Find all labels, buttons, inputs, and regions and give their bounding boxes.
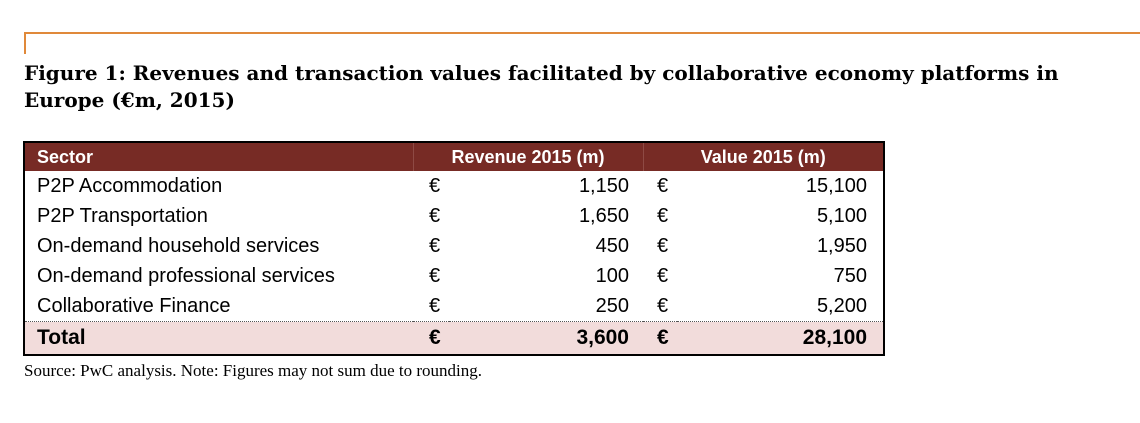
- cell-value-currency: €: [657, 205, 669, 227]
- data-table: Sector Revenue 2015 (m) Value 2015 (m) P…: [23, 141, 885, 356]
- cell-value-currency: €: [657, 235, 669, 257]
- cell-value: 15,100: [805, 175, 867, 197]
- cell-value-currency: €: [657, 175, 669, 197]
- figure-title: Figure 1: Revenues and transaction value…: [24, 61, 1059, 112]
- cell-value-currency: €: [657, 295, 669, 317]
- cell-total-value: 28,100: [802, 326, 867, 349]
- cell-total-value-currency: €: [657, 326, 669, 349]
- table-row: Collaborative Finance € 250 € 5,200: [25, 291, 883, 322]
- cell-value: 1,950: [816, 235, 867, 257]
- cell-sector: Collaborative Finance: [37, 295, 231, 317]
- table-row: On-demand professional services € 100 € …: [25, 261, 883, 291]
- cell-revenue-currency: €: [429, 175, 441, 197]
- header-value: Value 2015 (m): [700, 146, 826, 167]
- cell-sector: P2P Transportation: [37, 205, 208, 227]
- header-revenue: Revenue 2015 (m): [413, 143, 644, 171]
- cell-revenue: 250: [595, 295, 629, 317]
- cell-value: 750: [833, 265, 867, 287]
- cell-revenue: 1,650: [578, 205, 629, 227]
- cell-total-revenue-currency: €: [429, 326, 441, 349]
- table-total-row: Total € 3,600 € 28,100: [25, 321, 883, 354]
- cell-revenue-currency: €: [429, 265, 441, 287]
- cell-revenue-currency: €: [429, 235, 441, 257]
- table-row: P2P Accommodation € 1,150 € 15,100: [25, 171, 883, 201]
- cell-revenue: 1,150: [578, 175, 629, 197]
- figure-top-rule: [24, 32, 1140, 34]
- cell-value: 5,100: [816, 205, 867, 227]
- figure-left-rule: [24, 32, 26, 54]
- header-sector: Sector: [25, 143, 414, 171]
- cell-revenue: 450: [595, 235, 629, 257]
- cell-value: 5,200: [816, 295, 867, 317]
- cell-revenue-currency: €: [429, 205, 441, 227]
- cell-revenue: 100: [595, 265, 629, 287]
- cell-total-revenue: 3,600: [576, 326, 629, 349]
- table-header-row: Sector Revenue 2015 (m) Value 2015 (m): [25, 143, 883, 171]
- cell-value-currency: €: [657, 265, 669, 287]
- cell-revenue-currency: €: [429, 295, 441, 317]
- table-row: P2P Transportation € 1,650 € 5,100: [25, 201, 883, 231]
- source-note: Source: PwC analysis. Note: Figures may …: [24, 361, 483, 380]
- cell-sector: P2P Accommodation: [37, 175, 223, 197]
- cell-sector: On-demand professional services: [37, 265, 335, 287]
- cell-sector: On-demand household services: [37, 235, 320, 257]
- table-row: On-demand household services € 450 € 1,9…: [25, 231, 883, 261]
- cell-total-label: Total: [37, 326, 86, 349]
